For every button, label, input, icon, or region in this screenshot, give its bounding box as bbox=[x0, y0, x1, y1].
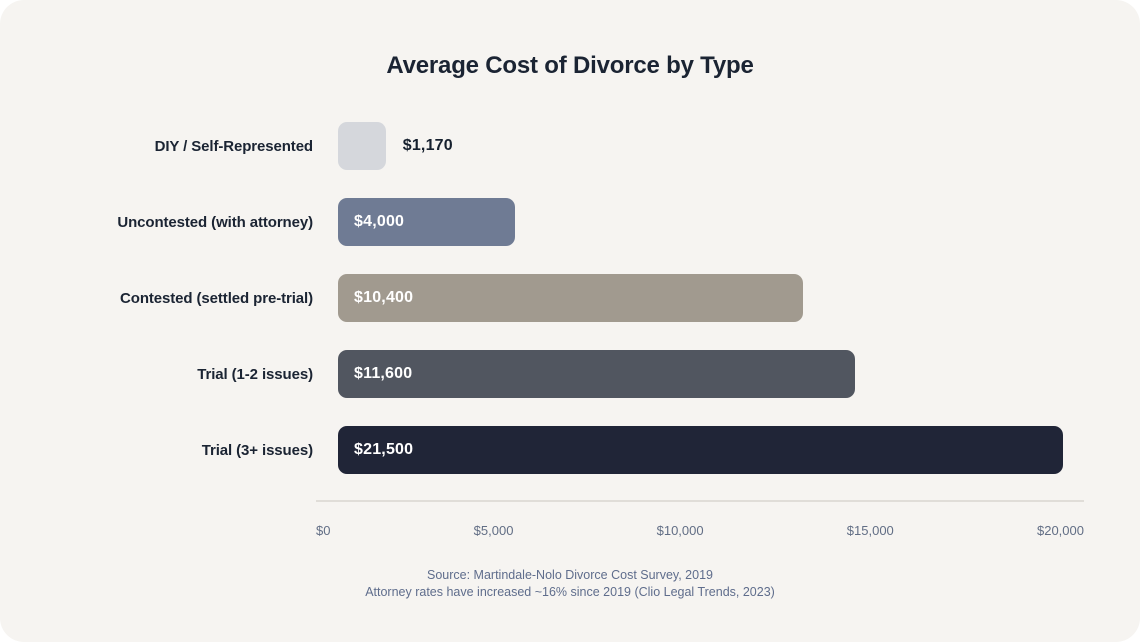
category-label: Trial (1-2 issues) bbox=[197, 365, 313, 383]
bar-track: $21,500 $21,500 bbox=[338, 426, 1084, 474]
bar-value-label: $21,500 bbox=[354, 441, 414, 458]
bar: $11,600 bbox=[338, 350, 855, 398]
x-axis-tick: $5,000 bbox=[473, 523, 514, 538]
bar-rows: DIY / Self-Represented $1,170 $1,170 Unc… bbox=[0, 122, 1084, 502]
bar-track: $1,170 $1,170 bbox=[338, 122, 1084, 170]
bar-row: Contested (settled pre-trial) $10,400 $1… bbox=[0, 274, 1084, 322]
source-line: Attorney rates have increased ~16% since… bbox=[365, 585, 775, 599]
bar-row: Trial (3+ issues) $21,500 $21,500 bbox=[0, 426, 1084, 474]
chart-title: Average Cost of Divorce by Type bbox=[386, 52, 754, 79]
bar-track: $11,600 $11,600 bbox=[338, 350, 1084, 398]
bar-row: Uncontested (with attorney) $4,000 $4,00… bbox=[0, 198, 1084, 246]
bar: $4,000 bbox=[338, 198, 515, 246]
source-line: Source: Martindale-Nolo Divorce Cost Sur… bbox=[426, 568, 713, 582]
category-label: Trial (3+ issues) bbox=[201, 441, 313, 459]
x-axis-tick: $20,000 bbox=[1036, 523, 1084, 538]
bar-value-label: $4,000 bbox=[354, 213, 405, 230]
bar: $1,170 bbox=[338, 122, 386, 170]
bar-track: $4,000 $4,000 bbox=[338, 198, 1084, 246]
x-axis-tick: $10,000 bbox=[656, 523, 704, 538]
bar-value-label: $1,170 bbox=[402, 137, 453, 154]
bar-value-label: $11,600 bbox=[354, 365, 413, 382]
bar: $10,400 bbox=[338, 274, 803, 322]
x-axis-ticks: $0 $5,000 $10,000 $15,000 $20,000 bbox=[316, 523, 1084, 538]
bar: $21,500 bbox=[338, 426, 1064, 474]
bar-row: DIY / Self-Represented $1,170 $1,170 bbox=[0, 122, 1084, 170]
bar-track: $10,400 $10,400 bbox=[338, 274, 1084, 322]
bar-row: Trial (1-2 issues) $11,600 $11,600 bbox=[0, 350, 1084, 398]
x-axis-tick: $0 bbox=[316, 523, 331, 538]
source-note: Source: Martindale-Nolo Divorce Cost Sur… bbox=[0, 567, 1140, 601]
x-axis-line bbox=[316, 500, 1084, 502]
bar-value-label: $10,400 bbox=[354, 289, 414, 306]
category-label: Uncontested (with attorney) bbox=[117, 213, 313, 231]
category-label: Contested (settled pre-trial) bbox=[120, 289, 313, 307]
category-label: DIY / Self-Represented bbox=[154, 137, 314, 155]
x-axis-tick: $15,000 bbox=[846, 523, 894, 538]
